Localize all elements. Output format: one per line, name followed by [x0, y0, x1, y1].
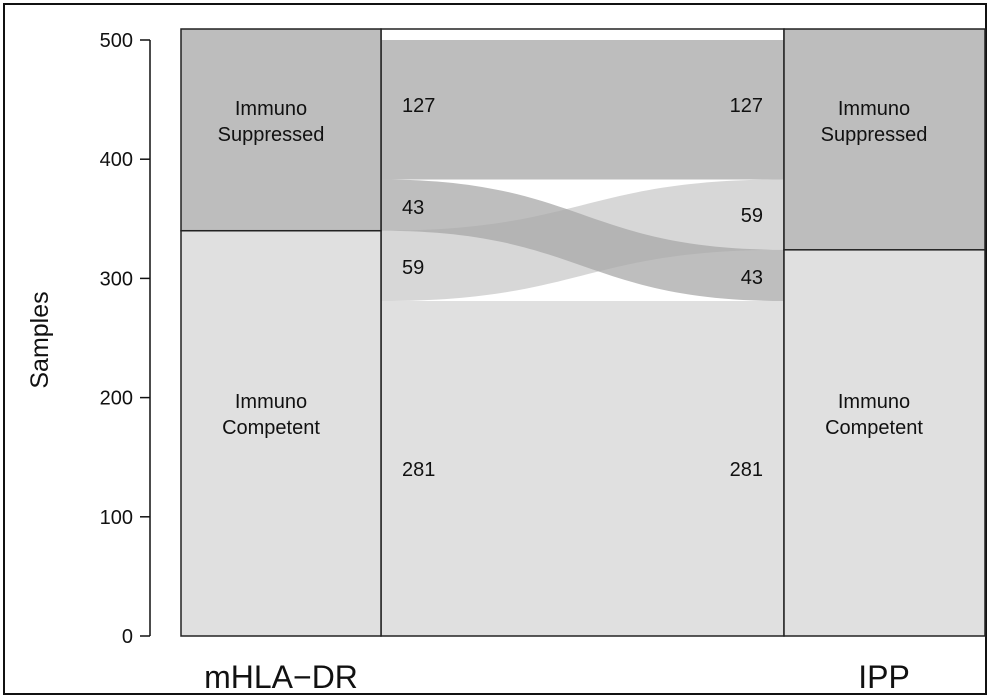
stratum-mhla-dr-suppressed: [180, 28, 382, 232]
stratum-ipp-suppressed: [783, 28, 986, 251]
axis-label-ipp: IPP: [858, 659, 910, 695]
y-axis: 0 100 200 300 400 500 Samples: [26, 30, 151, 648]
y-axis-title: Samples: [26, 291, 54, 388]
flow-label-left-competent-competent: 281: [402, 459, 435, 481]
y-tick-label-500: 500: [100, 30, 133, 52]
flow-label-right-competent-suppressed: 59: [741, 205, 763, 227]
stratum-label-ipp-suppressed: Immuno Suppressed: [821, 98, 928, 146]
stratum-label-mhla-dr-competent: Immuno Competent: [222, 391, 320, 439]
flow-suppressed-to-competent: [381, 179, 784, 302]
flow-competent-to-competent: [381, 301, 784, 636]
strata-layer: [180, 28, 986, 637]
flow-label-right-suppressed-competent: 43: [741, 267, 763, 289]
flow-label-left-competent-suppressed: 59: [402, 257, 424, 279]
y-tick-label-200: 200: [100, 388, 133, 410]
flow-label-right-suppressed-suppressed: 127: [730, 95, 763, 117]
y-tick-label-300: 300: [100, 268, 133, 290]
page-border: [3, 3, 987, 695]
stratum-label-mhla-dr-suppressed: Immuno Suppressed: [218, 98, 325, 146]
flows-layer: [380, 28, 785, 637]
axis-label-mhla-dr: mHLA−DR: [204, 659, 358, 695]
stratum-ipp-competent: [783, 249, 986, 637]
flow-label-left-suppressed-suppressed: 127: [402, 95, 435, 117]
flow-label-left-suppressed-competent: 43: [402, 197, 424, 219]
y-tick-label-0: 0: [122, 626, 133, 648]
stratum-mhla-dr-competent: [180, 229, 382, 637]
stratum-label-ipp-competent: Immuno Competent: [825, 391, 923, 439]
flow-suppressed-to-suppressed: [381, 40, 784, 180]
labels-layer: mHLA−DR IPP Immuno Suppressed Immuno Competen…: [204, 95, 927, 695]
y-tick-label-400: 400: [100, 149, 133, 171]
flow-label-right-competent-competent: 281: [730, 459, 763, 481]
y-tick-label-100: 100: [100, 507, 133, 529]
